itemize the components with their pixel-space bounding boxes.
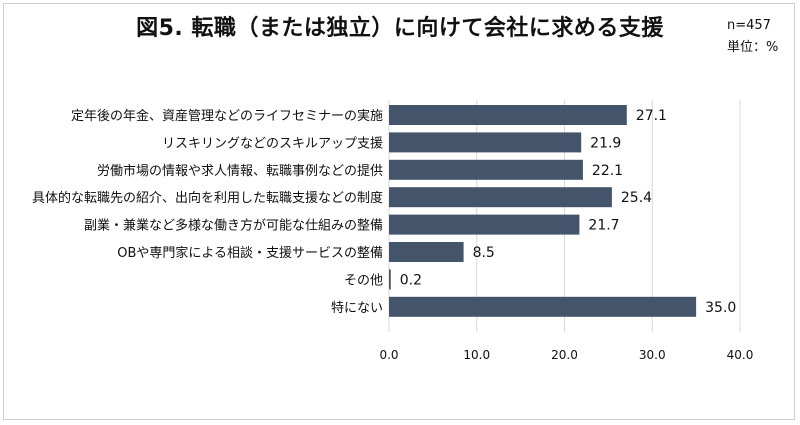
x-tick-label: 10.0 <box>463 348 490 362</box>
category-label: 特にない <box>331 301 383 316</box>
value-label: 21.7 <box>588 218 619 234</box>
bar <box>389 105 627 125</box>
chart-title: 図5. 転職（または独立）に向けて会社に求める支援 <box>136 16 664 41</box>
bar <box>389 132 582 153</box>
value-label: 27.1 <box>636 108 667 124</box>
bars <box>389 105 697 317</box>
bar <box>389 242 464 262</box>
category-label: 労働市場の情報や求人情報、転職事例などの提供 <box>97 163 383 179</box>
x-tick-label: 0.0 <box>379 348 398 362</box>
bar <box>389 214 580 235</box>
category-label: リスキリングなどのスキルアップ支援 <box>162 136 383 151</box>
value-label: 35.0 <box>705 300 736 316</box>
value-label: 25.4 <box>621 190 652 206</box>
category-label: OBや専門家による相談・支援サービスの整備 <box>117 245 383 261</box>
value-label: 22.1 <box>592 163 623 179</box>
x-tick-label: 30.0 <box>639 348 666 362</box>
unit-label: 単位：% <box>727 40 779 55</box>
category-label: 副業・兼業など多様な働き方が可能な仕組みの整備 <box>84 218 383 234</box>
category-label: 定年後の年金、資産管理などのライフセミナーの実施 <box>71 108 383 124</box>
x-tick-label: 20.0 <box>551 348 578 362</box>
category-label: その他 <box>344 273 383 288</box>
labels: 0.0 10.0 20.0 30.0 40.0 定年後の年金、資産管理などのライフセミナー… <box>32 108 753 362</box>
value-label: 8.5 <box>473 245 495 261</box>
value-label: 0.2 <box>400 272 422 288</box>
bar <box>389 269 391 290</box>
value-label: 21.9 <box>590 135 621 151</box>
bar <box>389 159 583 180</box>
bar <box>389 296 697 317</box>
chart-frame <box>3 3 795 420</box>
bar <box>389 187 612 208</box>
sample-size-label: n=457 <box>727 18 771 33</box>
x-tick-label: 40.0 <box>727 348 754 362</box>
category-label: 具体的な転職先の紹介、出向を利用した転職支援などの制度 <box>32 190 383 206</box>
